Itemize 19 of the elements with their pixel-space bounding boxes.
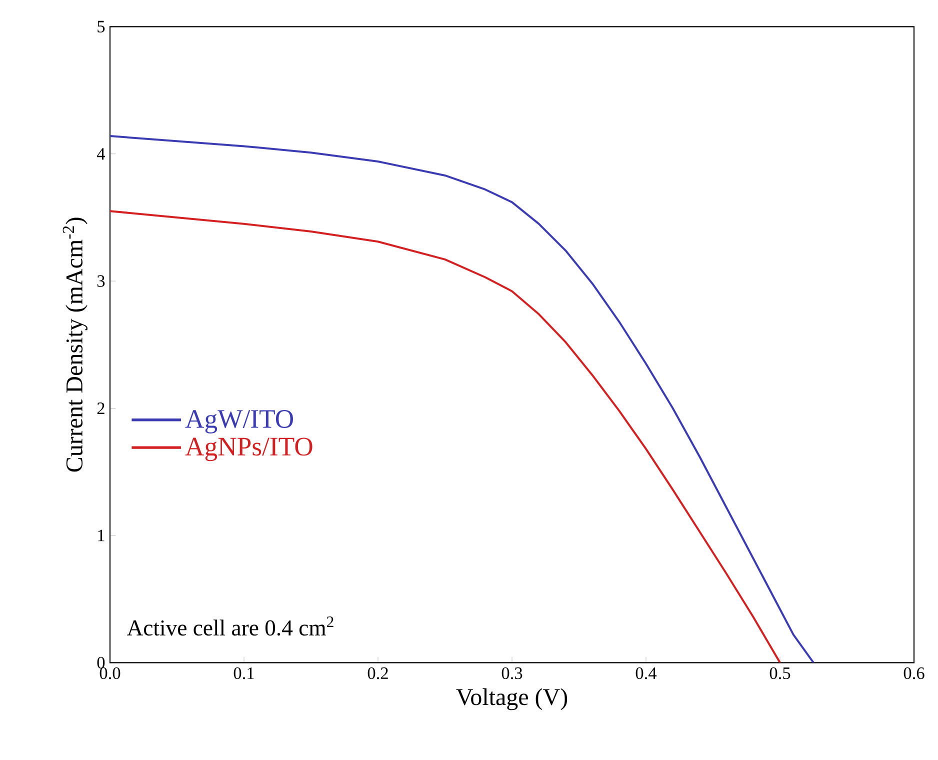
y-tick-label: 4	[96, 148, 106, 160]
x-tick-label: 0.5	[770, 667, 790, 680]
y-tick-label: 1	[98, 530, 104, 542]
y-tick-label: 3	[97, 275, 105, 287]
y-tick-label: 2	[97, 402, 104, 414]
x-tick-label: 0.3	[502, 667, 522, 680]
y-tick-label: 0	[97, 656, 105, 669]
y-axis-title: Current Density (mAcm$^{-2}$)	[62, 218, 88, 472]
x-tick-label: 0.1	[234, 667, 254, 680]
x-tick-label: 0.0	[100, 667, 120, 680]
annotation: Active cell are 0.4 cm$^{2}$	[127, 616, 334, 636]
x-tick-label: 0.6	[904, 667, 924, 680]
y-tick-label: 5	[98, 20, 105, 32]
x-tick-label: 0.2	[368, 667, 388, 680]
legend-label: AgNPs/ITO	[185, 438, 312, 462]
x-axis-title: Voltage (V)	[456, 688, 568, 710]
x-tick-label: 0.4	[636, 667, 657, 680]
legend-label: AgW/ITO	[185, 410, 294, 434]
line-series	[110, 210, 782, 663]
